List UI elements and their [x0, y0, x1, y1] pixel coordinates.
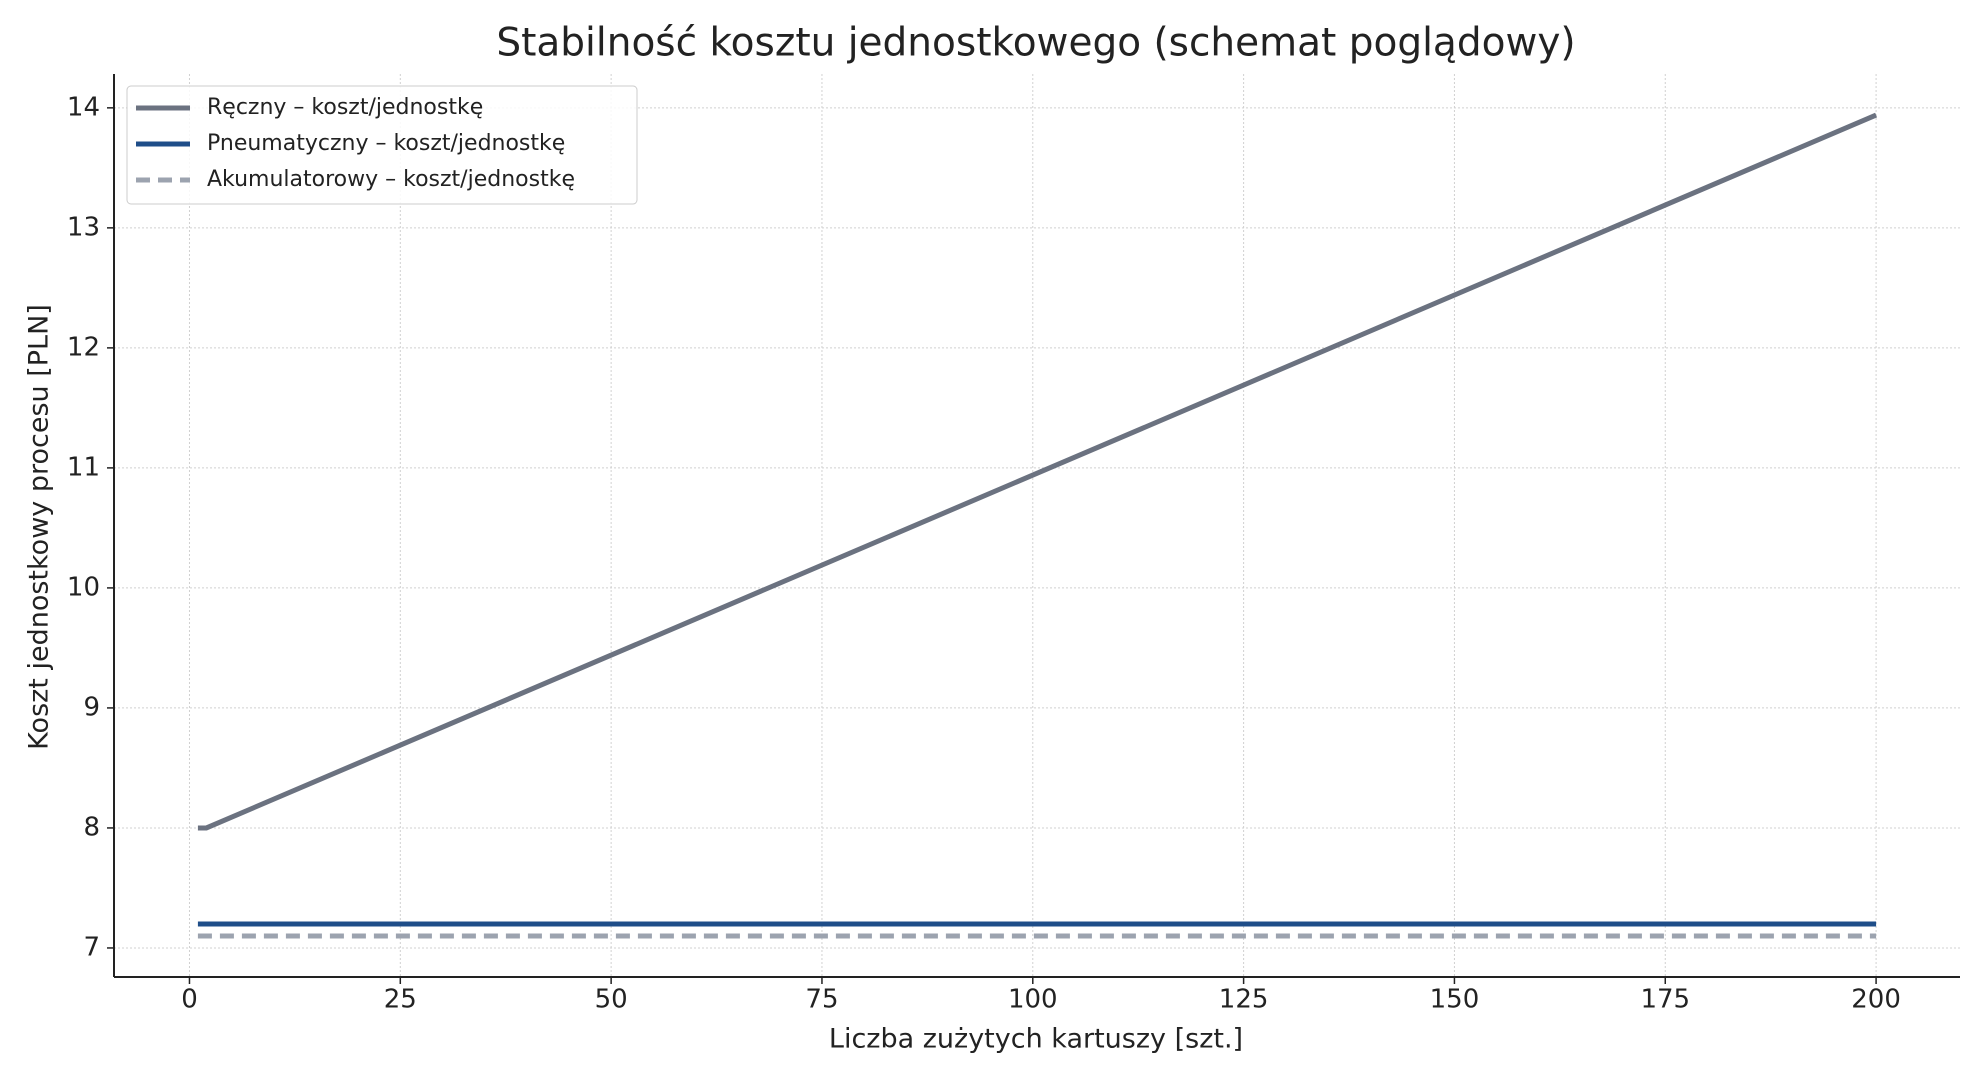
- legend-box: [126, 85, 638, 205]
- x-tick-label: 25: [384, 985, 417, 1015]
- x-tick-label: 125: [1219, 985, 1269, 1015]
- x-tick-label: 50: [595, 985, 628, 1015]
- y-tick-label: 12: [67, 332, 100, 362]
- y-axis-label: Koszt jednostkowy procesu [PLN]: [24, 304, 55, 750]
- legend-label: Pneumatyczny – koszt/jednostkę: [207, 131, 565, 156]
- legend-label: Akumulatorowy – koszt/jednostkę: [207, 167, 575, 192]
- x-axis-label: Liczba zużytych kartuszy [szt.]: [829, 1024, 1243, 1055]
- x-tick-label: 175: [1640, 985, 1690, 1015]
- x-tick-label: 200: [1851, 985, 1901, 1015]
- y-tick-label: 9: [83, 692, 100, 722]
- series-line: [197, 112, 1878, 831]
- x-tick-label: 75: [805, 985, 838, 1015]
- x-tick-label: 150: [1430, 985, 1480, 1015]
- y-tick-label: 7: [83, 932, 100, 962]
- legend-label: Ręczny – koszt/jednostkę: [207, 95, 483, 120]
- x-tick-label: 100: [1008, 985, 1058, 1015]
- x-tick-label: 0: [181, 985, 198, 1015]
- y-tick-label: 11: [67, 452, 100, 482]
- y-tick-label: 8: [83, 812, 100, 842]
- y-tick-label: 14: [67, 92, 100, 122]
- y-tick-label: 13: [67, 212, 100, 242]
- legend: Ręczny – koszt/jednostkę Pneumatyczny – k…: [126, 85, 638, 205]
- chart-title: Stabilność kosztu jednostkowego (schemat…: [496, 21, 1575, 66]
- y-tick-label: 10: [67, 572, 100, 602]
